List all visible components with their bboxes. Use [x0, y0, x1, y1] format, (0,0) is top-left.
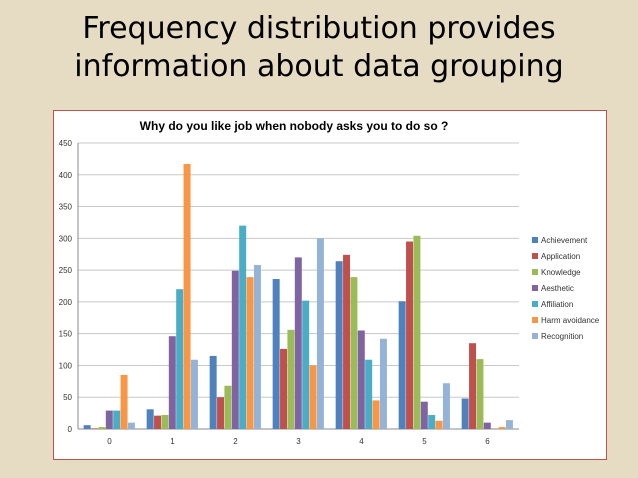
- bar-application-1: [154, 415, 162, 429]
- y-tick-label: 300: [59, 234, 73, 243]
- y-tick-label: 400: [59, 171, 73, 180]
- x-tick-label: 6: [485, 437, 490, 446]
- bar-harm-avoidance-3: [309, 365, 317, 429]
- legend-swatch: [532, 301, 538, 307]
- legend-swatch: [532, 285, 538, 291]
- bar-knowledge-3: [287, 329, 295, 429]
- bar-harm-avoidance-0: [120, 374, 128, 429]
- bar-recognition-1: [190, 359, 198, 429]
- bar-achievement-4: [335, 261, 343, 429]
- x-tick-label: 5: [422, 437, 427, 446]
- y-tick-label: 0: [68, 425, 73, 434]
- legend-label: Aesthetic: [541, 284, 574, 293]
- bar-aesthetic-0: [105, 410, 113, 429]
- legend-label: Achievement: [541, 236, 588, 245]
- bar-application-0: [91, 428, 99, 429]
- bar-aesthetic-4: [357, 330, 365, 429]
- bar-chart: Why do you like job when nobody asks you…: [59, 119, 600, 446]
- bar-application-5: [406, 241, 414, 429]
- legend-swatch: [532, 269, 538, 275]
- bar-harm-avoidance-1: [183, 163, 191, 429]
- bar-application-6: [469, 343, 477, 429]
- legend-label: Affiliation: [541, 300, 573, 309]
- y-tick-label: 450: [59, 139, 73, 148]
- bar-knowledge-6: [476, 359, 484, 429]
- bar-recognition-2: [253, 265, 261, 429]
- bar-aesthetic-2: [231, 270, 239, 429]
- chart-title: Why do you like job when nobody asks you…: [140, 119, 449, 133]
- bar-affiliation-4: [365, 359, 373, 429]
- bar-recognition-4: [379, 338, 387, 429]
- bar-harm-avoidance-4: [372, 400, 380, 429]
- bar-recognition-0: [127, 422, 135, 429]
- bar-affiliation-1: [176, 289, 184, 429]
- bar-achievement-1: [146, 409, 154, 429]
- bar-aesthetic-3: [294, 257, 302, 429]
- bar-achievement-0: [83, 425, 91, 429]
- y-tick-label: 150: [59, 330, 73, 339]
- legend-label: Recognition: [541, 332, 583, 341]
- legend-label: Knowledge: [541, 268, 581, 277]
- x-tick-label: 0: [107, 437, 112, 446]
- bar-knowledge-2: [224, 385, 232, 429]
- x-tick-label: 1: [170, 437, 175, 446]
- bar-affiliation-3: [302, 300, 310, 429]
- bar-knowledge-0: [98, 427, 106, 429]
- y-tick-label: 350: [59, 203, 73, 212]
- x-tick-label: 4: [359, 437, 364, 446]
- legend-swatch: [532, 333, 538, 339]
- legend-label: Harm avoidance: [541, 316, 600, 325]
- bar-aesthetic-5: [420, 401, 428, 429]
- y-tick-label: 200: [59, 298, 73, 307]
- x-tick-label: 2: [233, 437, 238, 446]
- x-tick-label: 3: [296, 437, 301, 446]
- bar-knowledge-5: [413, 235, 421, 429]
- bar-achievement-6: [461, 398, 469, 429]
- legend-swatch: [532, 253, 538, 259]
- bar-achievement-3: [272, 279, 280, 429]
- slide-title-line-2: information about data grouping: [74, 49, 564, 84]
- bar-knowledge-4: [350, 277, 358, 429]
- bar-application-2: [217, 397, 225, 429]
- x-axis-ticks: 0 1 2 3 4 5 6: [107, 437, 490, 446]
- y-axis-ticks: 0 50 100 150 200 250 300 350 400 450: [59, 139, 73, 434]
- bar-harm-avoidance-2: [246, 277, 254, 429]
- chart-frame: Why do you like job when nobody asks you…: [53, 110, 607, 460]
- bar-affiliation-2: [239, 225, 247, 429]
- bar-knowledge-1: [161, 415, 169, 429]
- bar-harm-avoidance-5: [435, 420, 443, 429]
- slide-title: Frequency distribution provides informat…: [0, 10, 638, 86]
- bars: [83, 163, 513, 429]
- legend-swatch: [532, 317, 538, 323]
- bar-aesthetic-6: [483, 422, 491, 429]
- legend-swatch: [532, 237, 538, 243]
- legend-label: Application: [541, 252, 580, 261]
- bar-application-4: [343, 254, 351, 429]
- slide-title-line-1: Frequency distribution provides: [82, 11, 556, 46]
- bar-aesthetic-1: [168, 336, 176, 429]
- bar-achievement-2: [209, 355, 217, 429]
- bar-affiliation-5: [428, 415, 436, 429]
- legend: Achievement Application Knowledge Aesthetic…: [532, 236, 600, 341]
- bar-recognition-6: [505, 420, 513, 429]
- bar-application-3: [280, 348, 288, 429]
- bar-affiliation-0: [113, 410, 121, 429]
- bar-recognition-5: [442, 383, 450, 429]
- bar-harm-avoidance-6: [498, 427, 506, 429]
- y-tick-label: 100: [59, 361, 73, 370]
- y-tick-label: 50: [63, 393, 72, 402]
- bar-recognition-3: [316, 238, 324, 429]
- bar-achievement-5: [398, 301, 406, 429]
- y-tick-label: 250: [59, 266, 73, 275]
